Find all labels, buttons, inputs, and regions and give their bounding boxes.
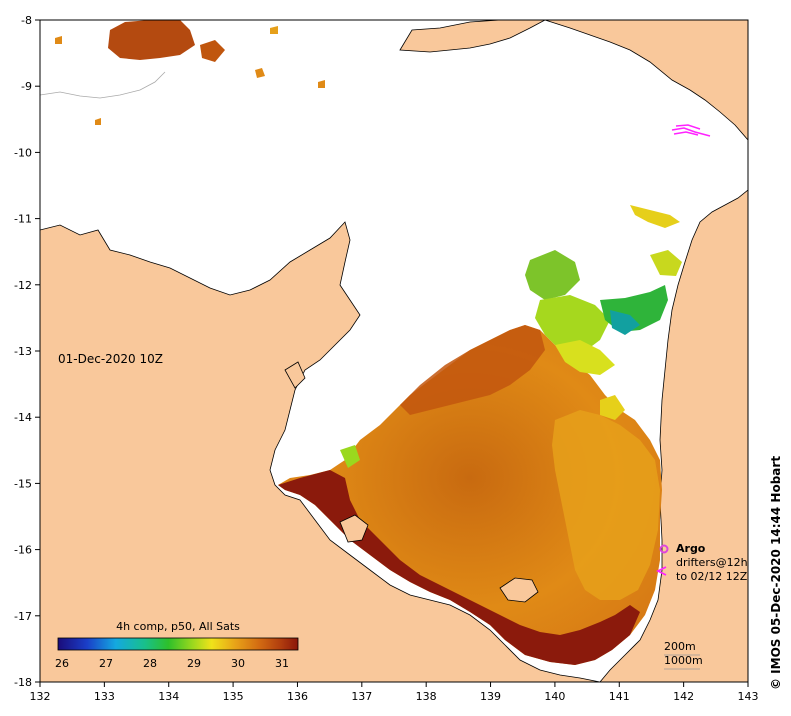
- side-credit: © IMOS 05-Dec-2020 14:44 Hobart: [769, 456, 783, 690]
- land: [40, 20, 748, 682]
- x-tick-label: 138: [416, 690, 437, 703]
- colorbar-title: 4h comp, p50, All Sats: [116, 620, 240, 633]
- argo-symbol-icon: [659, 544, 669, 554]
- y-axis: -8 -9 -10 -11 -12 -13 -14 -15 -16 -17 -18: [14, 14, 40, 689]
- x-tick-label: 140: [544, 690, 565, 703]
- argo-label: Argo: [676, 542, 706, 555]
- y-tick-label: -16: [14, 544, 32, 557]
- colorbar-tick-label: 30: [231, 657, 245, 670]
- sst-field: [55, 20, 682, 665]
- x-tick-label: 132: [30, 690, 51, 703]
- colorbar-tick-label: 28: [143, 657, 157, 670]
- y-tick-label: -14: [14, 411, 32, 424]
- isobath-1000-label: 1000m: [664, 654, 703, 667]
- y-tick-label: -8: [21, 14, 32, 27]
- x-tick-label: 137: [351, 690, 372, 703]
- y-tick-label: -18: [14, 676, 32, 689]
- islands: [284, 361, 539, 603]
- y-tick-label: -11: [14, 213, 32, 226]
- x-tick-label: 139: [480, 690, 501, 703]
- colorbar-tick-label: 29: [187, 657, 201, 670]
- colorbar-legend: 4h comp, p50, All Sats 26 27 28 29 30 31: [55, 620, 299, 670]
- y-tick-label: -9: [21, 80, 32, 93]
- colorbar-tick-label: 31: [275, 657, 289, 670]
- y-tick-label: -15: [14, 477, 32, 490]
- x-tick-label: 135: [223, 690, 244, 703]
- x-tick-label: 133: [94, 690, 115, 703]
- y-tick-label: -17: [14, 610, 32, 623]
- x-tick-label: 142: [673, 690, 694, 703]
- y-tick-label: -10: [14, 146, 32, 159]
- drifters-label: drifters@12h: [676, 556, 748, 569]
- drifters-sub: to 02/12 12Z: [676, 570, 748, 583]
- x-tick-label: 136: [287, 690, 308, 703]
- x-tick-label: 141: [609, 690, 630, 703]
- date-label: 01-Dec-2020 10Z: [58, 352, 163, 366]
- drifter-tracks: [671, 124, 711, 137]
- colorbar: [57, 637, 299, 651]
- y-tick-label: -13: [14, 345, 32, 358]
- drifter-symbol-icon: [655, 566, 667, 576]
- platform-key: Argo drifters@12h to 02/12 12Z 200m 1000…: [655, 542, 748, 670]
- x-axis: 132 133 134 135 136 137 138 139 140 141 142 143: [30, 682, 759, 703]
- x-tick-label: 134: [158, 690, 179, 703]
- isobath-200-label: 200m: [664, 640, 696, 653]
- colorbar-tick-label: 27: [99, 657, 113, 670]
- y-tick-label: -12: [14, 279, 32, 292]
- x-tick-label: 143: [738, 690, 759, 703]
- colorbar-tick-label: 26: [55, 657, 69, 670]
